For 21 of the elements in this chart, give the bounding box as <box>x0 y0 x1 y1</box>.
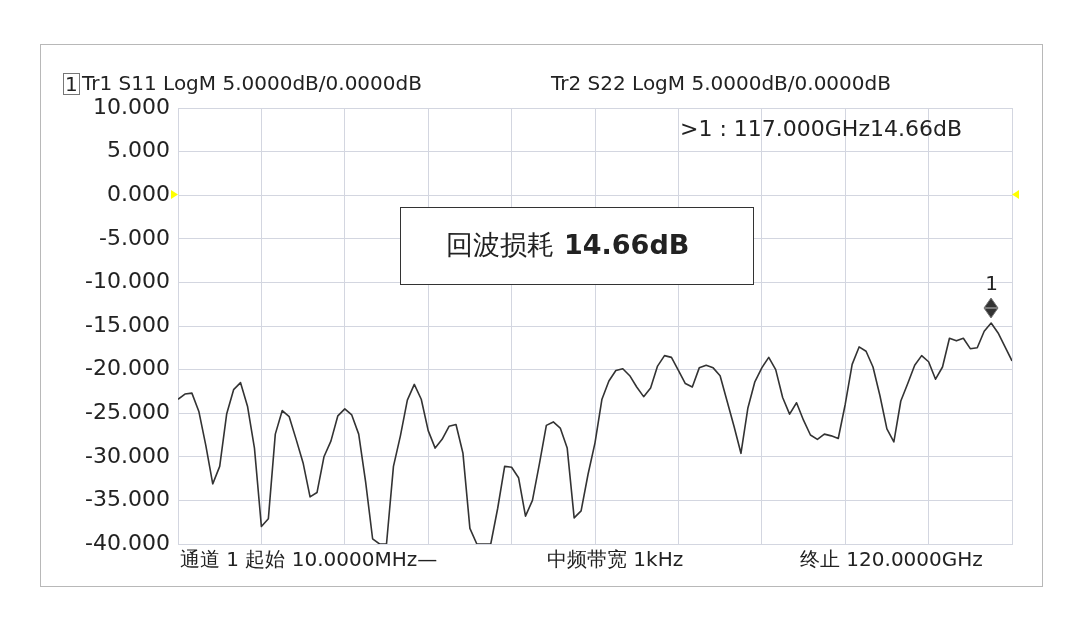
text: 1 <box>63 72 80 96</box>
y-tick-label: -40.000 <box>85 529 170 555</box>
y-tick-label: -20.000 <box>85 355 170 381</box>
y-tick-label: -10.000 <box>85 268 170 294</box>
annotation: 14.66dB <box>564 229 690 260</box>
text: Tr2 S22 LogM 5.0000dB/0.0000dB <box>551 71 891 95</box>
y-tick-label: 5.000 <box>107 137 170 163</box>
y-tick-label: -30.000 <box>85 442 170 468</box>
y-tick-label: -35.000 <box>85 486 170 512</box>
annotation: 回波损耗 <box>446 229 554 260</box>
y-tick-label: -5.000 <box>99 224 170 250</box>
y-tick-label: 0.000 <box>107 180 170 206</box>
text: 中频带宽 1kHz <box>547 547 684 571</box>
text: 通道 1 起始 10.0000MHz— <box>180 547 438 571</box>
text: 终止 120.0000GHz <box>800 547 983 571</box>
annotation: 1 <box>985 271 998 296</box>
annotation: >1 : 117.000GHz14.66dB <box>680 116 962 141</box>
text: Tr1 S11 LogM 5.0000dB/0.0000dB <box>82 71 422 95</box>
y-tick-label: 10.000 <box>93 93 170 119</box>
y-tick-label: -25.000 <box>85 398 170 424</box>
y-tick-label: -15.000 <box>85 311 170 337</box>
